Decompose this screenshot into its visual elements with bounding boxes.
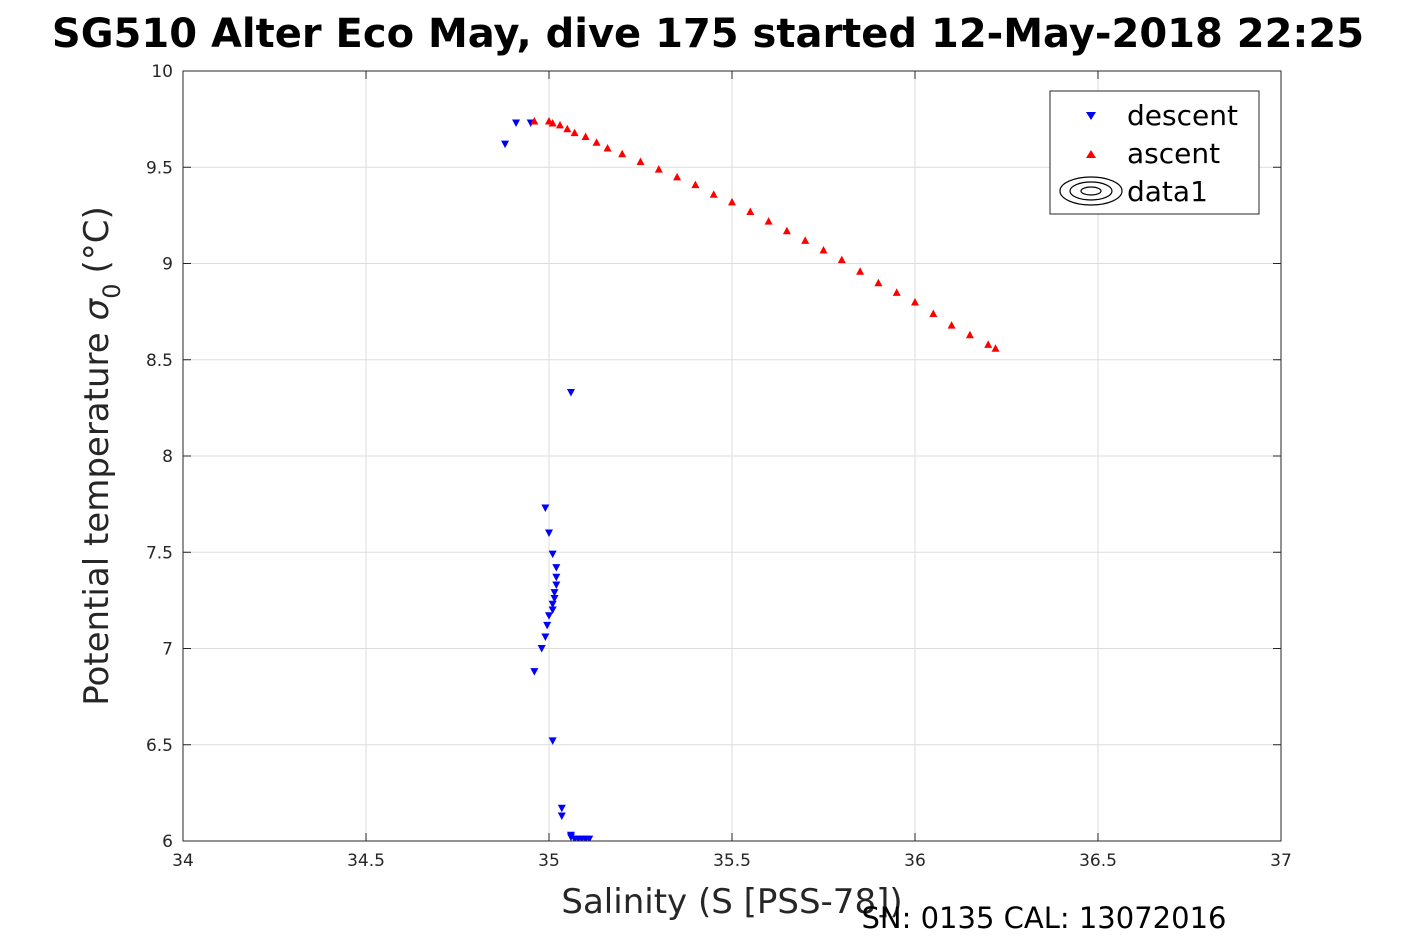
chart-title: SG510 Alter Eco May, dive 175 started 12… xyxy=(52,11,1364,57)
descent-point xyxy=(552,564,561,572)
x-tick-label: 34 xyxy=(172,851,194,871)
y-tick-label: 8 xyxy=(162,447,173,467)
y-tick-label: 9 xyxy=(162,255,173,275)
ascent-point xyxy=(991,344,1000,352)
ascent-point xyxy=(592,138,601,146)
descent-point xyxy=(537,645,546,653)
data-series xyxy=(501,117,1000,841)
descent-point xyxy=(566,833,575,841)
legend-descent-label: descent xyxy=(1127,99,1238,132)
ascent-point xyxy=(673,172,682,181)
y-tick-label: 8.5 xyxy=(146,351,173,371)
y-tick-label: 6 xyxy=(162,832,173,852)
ascent-point xyxy=(837,255,846,264)
ascent-point xyxy=(570,128,579,137)
descent-point xyxy=(552,581,561,589)
descent-point xyxy=(541,504,550,512)
ascent-point xyxy=(819,246,828,254)
descent-point xyxy=(548,600,557,609)
y-tick-label: 9.5 xyxy=(146,158,173,178)
y-axis-label: Potential temperatureσ0(°C) xyxy=(77,206,126,706)
legend-descent-marker xyxy=(1086,112,1096,120)
legend: descent ascent data1 xyxy=(1049,90,1260,215)
x-tick-label: 35.5 xyxy=(713,851,751,871)
descent-point xyxy=(585,835,594,841)
y-tick-label: 6.5 xyxy=(146,736,173,756)
ascent-point xyxy=(581,132,590,140)
x-tick-label: 37 xyxy=(1270,851,1292,871)
descent-point xyxy=(545,529,553,537)
ascent-point xyxy=(563,124,572,133)
ascent-point xyxy=(603,144,612,152)
ascent-point xyxy=(548,118,557,127)
ascent-point xyxy=(801,236,810,244)
descent-point xyxy=(550,594,559,603)
ascent-point xyxy=(654,165,663,173)
legend-ascent-label: ascent xyxy=(1127,137,1220,170)
ascent-point xyxy=(555,120,564,129)
descent-point xyxy=(541,633,550,641)
legend-ascent-marker xyxy=(1086,150,1096,158)
ascent-point xyxy=(984,340,993,348)
contour-line xyxy=(1394,61,1417,860)
descent-point xyxy=(548,606,557,614)
legend-contour-icon xyxy=(1059,176,1123,206)
descent-point xyxy=(552,573,561,582)
ascent-point xyxy=(618,149,627,158)
x-tick-label: 35 xyxy=(538,851,560,871)
descent-point xyxy=(543,621,552,630)
ascent-point xyxy=(965,330,974,339)
descent-point xyxy=(548,550,557,559)
ascent-point xyxy=(874,278,883,287)
ascent-point xyxy=(746,207,755,216)
ascent-point xyxy=(691,180,700,189)
y-tick-label: 10 xyxy=(151,62,173,82)
calibration-footer: SN: 0135 CAL: 13072016 xyxy=(862,901,1227,935)
x-axis: 34 34.5 35 35.5 36 36.5 37 xyxy=(172,71,1292,871)
descent-point xyxy=(548,737,557,745)
ascent-point xyxy=(728,197,736,206)
descent-point xyxy=(545,612,553,620)
descent-point xyxy=(557,812,566,820)
legend-box xyxy=(1049,90,1260,215)
descent-point xyxy=(530,668,539,676)
ascent-point xyxy=(764,217,773,225)
y-tick-label: 7.5 xyxy=(146,543,173,563)
descent-point xyxy=(557,804,566,813)
ascent-point xyxy=(530,117,539,125)
density-contours xyxy=(1394,61,1417,860)
x-axis-label: Salinity (S [PSS-78]) xyxy=(561,882,902,922)
ascent-point xyxy=(856,267,865,275)
x-tick-label: 36 xyxy=(904,851,926,871)
ascent-point xyxy=(911,298,919,306)
ascent-point xyxy=(709,190,718,198)
descent-point xyxy=(550,589,559,597)
ascent-point xyxy=(929,309,938,318)
y-tick-label: 7 xyxy=(162,640,173,660)
ascent-point xyxy=(947,321,956,329)
ascent-point xyxy=(892,288,901,296)
legend-data1-label: data1 xyxy=(1127,175,1208,208)
ascent-point xyxy=(636,157,645,165)
ascent-point xyxy=(782,226,791,235)
x-tick-label: 36.5 xyxy=(1079,851,1117,871)
descent-point xyxy=(566,388,575,397)
descent-point xyxy=(512,119,521,127)
y-axis: 6 6.5 7 7.5 8 8.5 9 9.5 10 xyxy=(146,62,1281,852)
x-tick-label: 34.5 xyxy=(347,851,385,871)
descent-point xyxy=(501,140,510,149)
